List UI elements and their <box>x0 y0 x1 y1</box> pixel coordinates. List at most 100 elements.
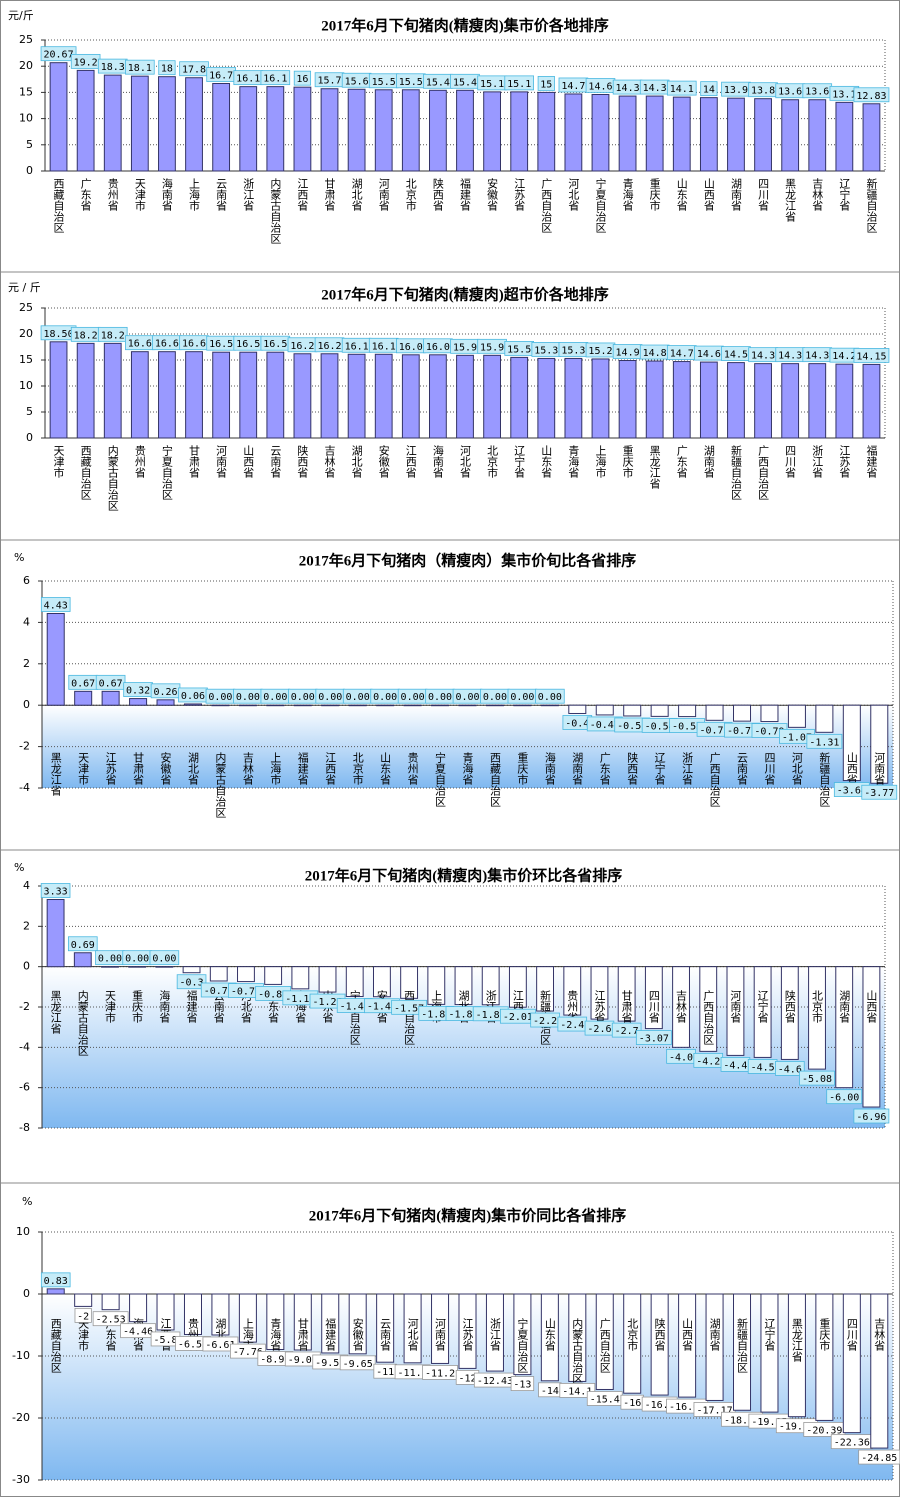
category-label: 湖北省 <box>186 752 199 786</box>
value-label-box <box>635 1030 672 1045</box>
value-label: 18.1 <box>128 63 152 74</box>
category-label: 黑龙江省 <box>49 990 62 1035</box>
category-label: 江苏省 <box>513 178 526 212</box>
category-label: 西藏自治区 <box>403 990 416 1045</box>
bar <box>374 89 393 172</box>
value-label: 14.9 <box>616 348 640 359</box>
value-label: 15 <box>540 79 552 90</box>
value-label: 14.6 <box>697 349 721 360</box>
bar <box>158 76 176 172</box>
category-label: 辽宁省 <box>756 990 769 1024</box>
category-label: 辽宁省 <box>513 445 526 479</box>
category-label: 广西自治区 <box>702 990 715 1045</box>
category-label: 江西省 <box>296 178 309 212</box>
bar <box>618 95 637 172</box>
value-label-box <box>176 974 207 990</box>
bar <box>862 966 881 1108</box>
bar <box>266 86 285 172</box>
bar <box>727 97 745 172</box>
category-label: 浙江省 <box>242 178 255 212</box>
category-label: 福建省 <box>865 444 878 479</box>
category-label: 海南省 <box>431 444 444 479</box>
value-label-box <box>67 936 98 952</box>
category-label: 广东省 <box>79 178 92 212</box>
bar <box>348 1293 367 1355</box>
bar <box>568 704 587 714</box>
bar <box>211 1293 230 1336</box>
bar <box>815 704 834 733</box>
bar <box>699 966 718 1052</box>
category-label: 西藏自治区 <box>49 1318 62 1373</box>
value-label: -2.2 <box>533 1016 557 1027</box>
value-label-box <box>40 46 77 62</box>
bar <box>537 91 556 172</box>
category-label: 宁夏自治区 <box>594 177 607 233</box>
value-label: 15.3 <box>534 345 558 356</box>
bar <box>266 1293 285 1350</box>
bar <box>705 704 724 721</box>
value-label-box <box>775 1061 805 1076</box>
bar <box>537 357 556 439</box>
bar <box>672 361 691 439</box>
bar <box>183 703 202 706</box>
category-label: 江苏省 <box>461 1318 474 1352</box>
category-label: 重庆市 <box>131 989 144 1024</box>
category-label: 山西省 <box>702 178 715 212</box>
value-label: -0.79 <box>754 727 784 738</box>
category-label: 山东省 <box>675 178 688 212</box>
bar <box>650 704 669 717</box>
value-label: 13.8 <box>751 86 775 97</box>
value-label-box <box>120 1323 156 1339</box>
bar <box>564 357 583 439</box>
value-label: -22.36 <box>834 1438 870 1449</box>
category-label: 广东省 <box>675 445 688 479</box>
category-label: 贵州省 <box>566 990 579 1024</box>
bar <box>103 74 122 172</box>
bar <box>835 966 854 1089</box>
value-label: 16.1 <box>345 341 369 352</box>
value-label: 14.7 <box>670 349 694 360</box>
value-label: 14.5 <box>724 350 748 361</box>
value-label-box <box>799 1070 835 1086</box>
category-label: 山西省 <box>845 752 858 786</box>
value-label: 16.5 <box>263 339 287 350</box>
category-label: 上海市 <box>594 445 607 479</box>
category-label: 辽宁省 <box>838 178 851 212</box>
value-label: -0.88 <box>258 989 288 1000</box>
category-label: 江苏省 <box>104 752 117 786</box>
category-label: 新疆自治区 <box>736 1317 749 1373</box>
category-label: 湖南省 <box>729 178 742 212</box>
bar <box>293 1293 312 1351</box>
category-label: 福建省 <box>459 177 472 212</box>
value-label: -6.53 <box>178 1339 208 1350</box>
bar <box>103 342 122 439</box>
bar <box>158 351 176 439</box>
value-label-box <box>293 70 312 86</box>
value-label: 16.2 <box>317 341 341 352</box>
bar <box>483 91 501 172</box>
bar <box>623 1293 642 1394</box>
value-label: -4.4 <box>723 1060 747 1071</box>
value-label: -24.85 <box>861 1453 897 1464</box>
value-label: -4.2 <box>696 1056 720 1067</box>
category-label: 西藏自治区 <box>79 445 92 500</box>
value-label: 14.3 <box>778 351 802 362</box>
value-label-box <box>74 1308 92 1323</box>
category-label: 贵州省 <box>133 445 146 479</box>
value-label: -16 <box>623 1398 641 1409</box>
bar <box>291 966 310 990</box>
value-label: -4.46 <box>123 1327 153 1338</box>
bar <box>266 704 285 707</box>
y-tick-label: 0 <box>26 431 33 444</box>
bar <box>808 363 827 439</box>
value-label: -4.0 <box>669 1052 693 1063</box>
value-label: -11 <box>376 1367 394 1378</box>
bar <box>128 966 147 968</box>
bar <box>595 704 614 716</box>
value-label: -5.08 <box>802 1074 832 1085</box>
value-label: 0.00 <box>125 954 149 965</box>
y-tick-label: -2 <box>19 740 30 753</box>
category-label: 上海市 <box>188 178 201 212</box>
category-label: 河北省 <box>406 1318 419 1352</box>
bar <box>155 966 174 968</box>
